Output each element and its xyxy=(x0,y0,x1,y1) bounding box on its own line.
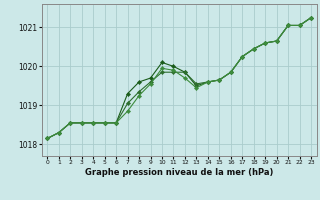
X-axis label: Graphe pression niveau de la mer (hPa): Graphe pression niveau de la mer (hPa) xyxy=(85,168,273,177)
